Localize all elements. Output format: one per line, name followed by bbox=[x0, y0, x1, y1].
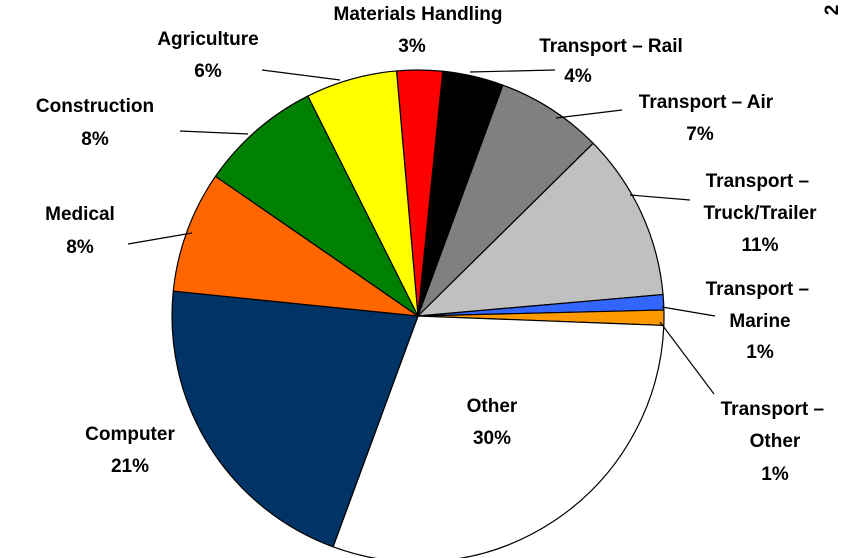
slice-label: Agriculture bbox=[157, 29, 258, 50]
page-number: 2 bbox=[822, 5, 843, 16]
value-label: 6% bbox=[194, 61, 222, 82]
leader-line bbox=[179, 130, 249, 135]
value-label: 4% bbox=[564, 66, 592, 87]
slice-label: Transport – Truck/Trailer bbox=[703, 171, 817, 224]
value-label: 21% bbox=[111, 456, 149, 477]
value-label: 8% bbox=[66, 237, 94, 258]
pie-slice bbox=[171, 290, 419, 548]
value-label: 1% bbox=[761, 464, 789, 485]
pie-slice bbox=[172, 175, 419, 317]
slice-label: Transport – Marine bbox=[706, 279, 815, 332]
slice-label: Materials Handling bbox=[334, 4, 503, 25]
value-label: 7% bbox=[686, 124, 714, 145]
slice-label: Construction bbox=[36, 96, 154, 117]
leader-line bbox=[469, 69, 556, 73]
slice-label: Transport – Rail bbox=[539, 36, 683, 57]
leader-line bbox=[127, 232, 193, 245]
slice-label: Transport – Air bbox=[639, 92, 774, 113]
leader-line bbox=[661, 306, 716, 317]
leader-line bbox=[555, 109, 623, 119]
leader-line bbox=[629, 194, 691, 201]
value-label: 1% bbox=[746, 342, 774, 363]
pie-slice bbox=[214, 95, 419, 317]
value-label: 11% bbox=[742, 235, 779, 256]
leader-line bbox=[261, 69, 341, 81]
slice-label: Computer bbox=[85, 424, 175, 445]
slice-label: Other bbox=[467, 396, 518, 417]
pie-slice bbox=[332, 315, 665, 558]
leader-line bbox=[659, 321, 715, 395]
value-label: 3% bbox=[398, 36, 426, 57]
slice-label: Transport – Other bbox=[721, 399, 830, 452]
slice-label: Medical bbox=[45, 204, 115, 225]
pie-slice bbox=[307, 70, 419, 317]
pie-slice bbox=[416, 142, 664, 317]
value-label: 8% bbox=[81, 129, 109, 150]
value-label: 30% bbox=[473, 428, 511, 449]
pie-slice bbox=[417, 84, 595, 317]
